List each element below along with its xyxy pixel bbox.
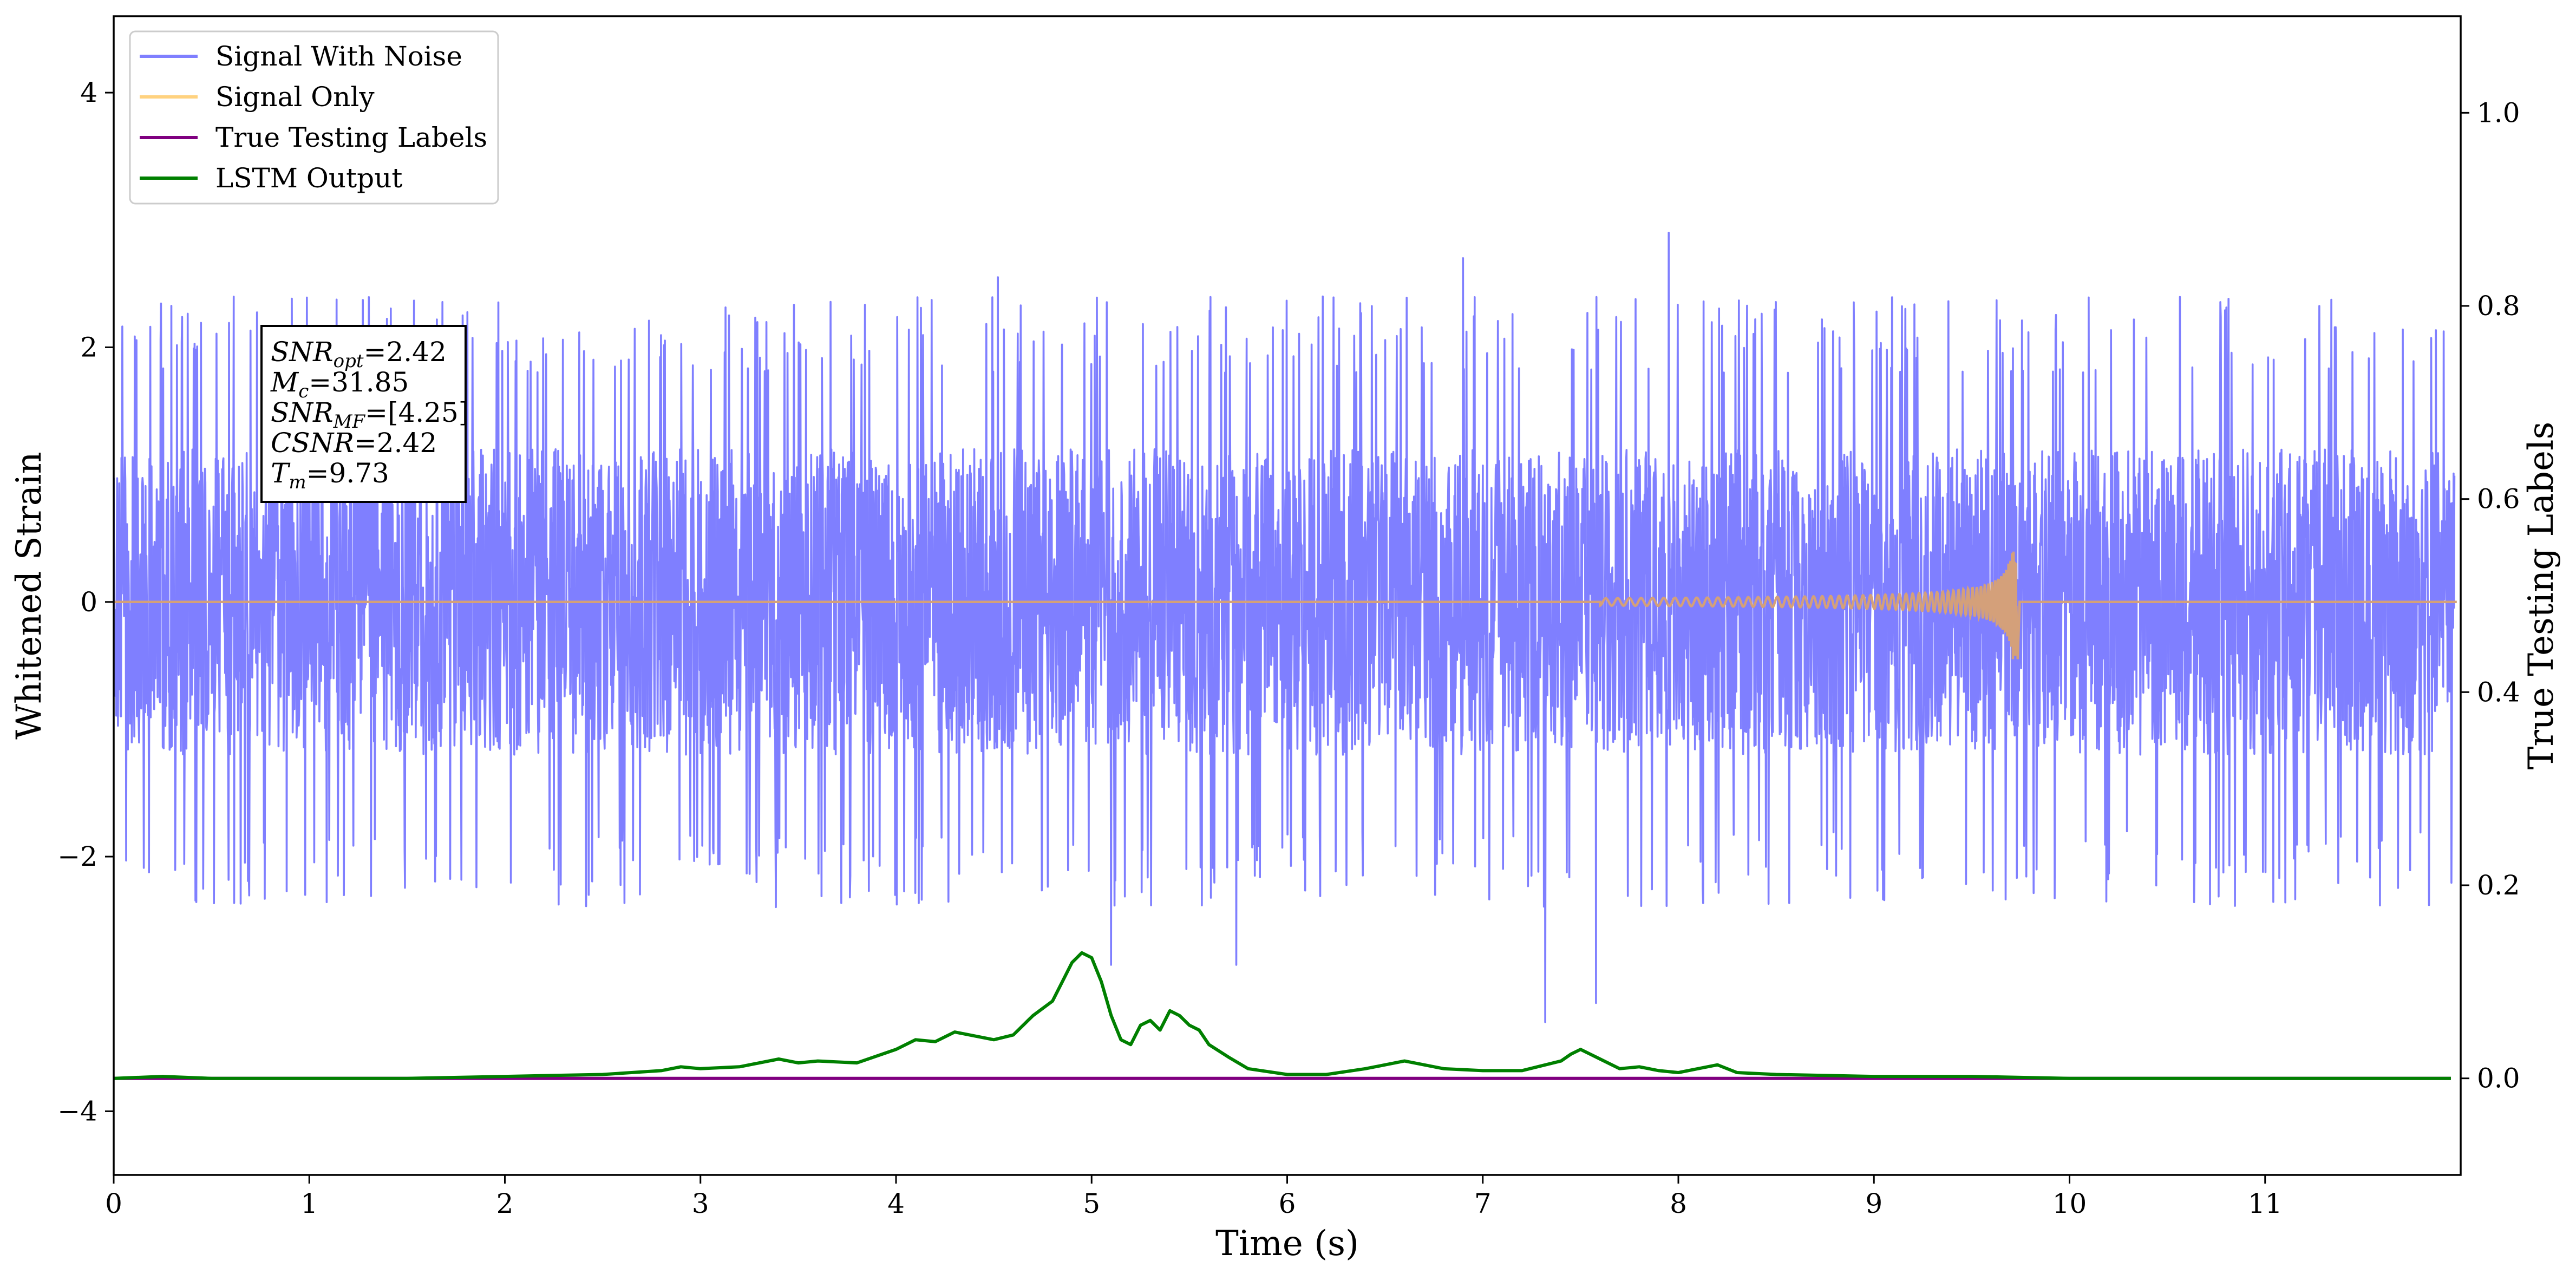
y-left-tick-label: 0: [80, 586, 97, 618]
annotation-line: Mc=31.85: [270, 367, 409, 402]
y-right-tick-label: 0.0: [2477, 1063, 2520, 1094]
x-tick-label: 10: [2052, 1188, 2087, 1219]
annotation-line: SNRMF=[4.25]: [271, 397, 469, 433]
axes-layer: 0 1 2 3 4 5 6 7 8 9 10 11 4 2 0 −2 −4 1.0 0.8 0.6 0.4 0.2 0.0 T…: [9, 77, 2561, 1264]
x-tick-label: 2: [496, 1188, 514, 1219]
y-right-tick-label: 0.8: [2477, 290, 2520, 322]
noise-series-layer: [114, 232, 2456, 1023]
legend-label-true-testing-labels: True Testing Labels: [215, 122, 487, 153]
annotation-line: CSNR=2.42: [271, 427, 437, 459]
annotation-line: Tm=9.73: [271, 458, 389, 493]
y-left-tick-label: 4: [80, 77, 97, 108]
x-tick-label: 4: [887, 1188, 905, 1219]
legend: Signal With Noise Signal Only True Testing…: [129, 30, 499, 205]
annotation-frame: [260, 325, 467, 503]
annotation-box: SNRopt=2.42Mc=31.85SNRMF=[4.25]CSNR=2.42…: [260, 325, 469, 503]
y-left-tick-label: −2: [57, 841, 97, 872]
x-tick-label: 6: [1279, 1188, 1296, 1219]
signal-only-line: [114, 551, 2457, 659]
x-tick-label: 1: [300, 1188, 318, 1219]
y-right-tick-label: 1.0: [2477, 97, 2520, 128]
y-left-tick-label: −4: [57, 1095, 97, 1127]
signal-with-noise-line: [114, 232, 2456, 1023]
y-right-tick-label: 0.6: [2477, 484, 2520, 515]
legend-label-signal-only: Signal Only: [215, 81, 375, 113]
y-right-tick-label: 0.2: [2477, 870, 2520, 901]
y-left-tick-label: 2: [80, 331, 97, 363]
x-axis-title: Time (s): [1215, 1224, 1359, 1264]
lstm-output-line: [113, 951, 2451, 1080]
x-tick-label: 11: [2248, 1188, 2283, 1219]
annotation-line: SNRopt=2.42: [271, 336, 447, 372]
legend-label-lstm-output: LSTM Output: [215, 162, 402, 194]
x-tick-label: 9: [1865, 1188, 1882, 1219]
y-left-axis-title: Whitened Strain: [9, 452, 49, 739]
x-tick-label: 3: [692, 1188, 709, 1219]
x-tick-label: 0: [105, 1188, 122, 1219]
signal-only-series-layer: [114, 551, 2457, 659]
x-tick-label: 5: [1083, 1188, 1100, 1219]
label-and-output-series-layer: [113, 951, 2451, 1080]
y-right-tick-label: 0.4: [2477, 676, 2520, 708]
x-tick-label: 7: [1474, 1188, 1492, 1219]
legend-label-signal-with-noise: Signal With Noise: [215, 41, 462, 72]
y-right-axis-title: True Testing Labels: [2521, 422, 2561, 770]
x-tick-label: 8: [1670, 1188, 1687, 1219]
legend-frame: [129, 30, 499, 205]
